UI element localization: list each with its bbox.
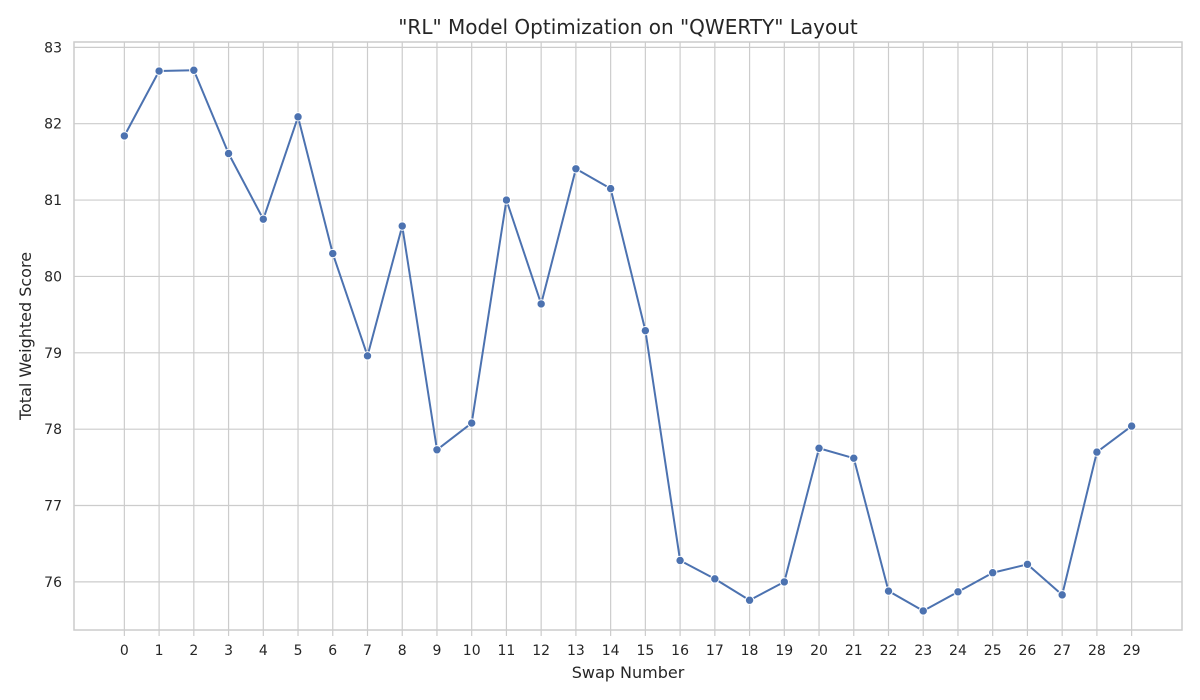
y-tick-label: 82 [44, 117, 62, 133]
x-tick-label: 5 [294, 643, 303, 659]
y-tick-label: 78 [44, 422, 62, 438]
data-point [571, 164, 581, 174]
y-grid [74, 46, 1182, 583]
data-point [849, 453, 859, 463]
data-point [1092, 447, 1102, 457]
data-point [918, 606, 928, 616]
x-tick-label: 11 [498, 643, 516, 659]
x-tick-label: 2 [189, 643, 198, 659]
x-tick-label: 13 [567, 643, 585, 659]
data-point [814, 443, 824, 453]
data-point [501, 195, 512, 205]
data-point [258, 214, 268, 224]
x-tick-label: 22 [880, 643, 898, 659]
y-tick-label: 79 [44, 346, 62, 362]
x-axis-ticks: 0 1 2 3 4 5 6 7 8 9 10 11 12 13 14 15 16 17 18 19 20 21 22 23 24… [120, 630, 1141, 659]
x-tick-label: 27 [1053, 643, 1071, 659]
x-tick-label: 14 [602, 643, 620, 659]
y-axis-ticks: 76 77 78 79 80 81 82 83 [44, 40, 62, 591]
data-point [432, 445, 442, 455]
data-point [328, 248, 338, 259]
y-tick-label: 80 [44, 269, 62, 285]
data-point [605, 183, 616, 194]
x-axis-label: Swap Number [572, 663, 685, 682]
data-point [953, 587, 963, 597]
x-tick-label: 15 [636, 643, 654, 659]
data-point [154, 66, 164, 76]
x-tick-label: 1 [155, 643, 164, 659]
data-point [744, 595, 755, 605]
data-point [119, 131, 130, 141]
y-tick-label: 77 [44, 499, 62, 515]
x-tick-label: 19 [775, 643, 793, 659]
x-grid [123, 42, 1133, 630]
x-tick-label: 6 [328, 643, 337, 659]
data-point [779, 577, 790, 587]
chart-title: "RL" Model Optimization on "QWERTY" Layo… [398, 15, 858, 39]
x-tick-label: 26 [1019, 643, 1037, 659]
data-point [293, 112, 303, 122]
x-tick-label: 18 [741, 643, 759, 659]
y-tick-label: 76 [44, 575, 62, 591]
x-tick-label: 25 [984, 643, 1002, 659]
x-tick-label: 29 [1123, 643, 1141, 659]
x-tick-label: 8 [398, 643, 407, 659]
plot-frame [73, 41, 1183, 631]
data-point [1126, 421, 1137, 431]
data-point [536, 299, 546, 309]
data-point [1057, 590, 1067, 600]
x-tick-label: 4 [259, 643, 268, 659]
data-point [397, 221, 407, 231]
series-layer [119, 65, 1137, 616]
data-point [640, 325, 651, 336]
data-point [675, 555, 685, 566]
x-tick-label: 20 [810, 643, 828, 659]
data-point [362, 351, 373, 361]
x-tick-label: 0 [120, 643, 129, 659]
x-tick-label: 9 [433, 643, 442, 659]
x-tick-label: 3 [224, 643, 233, 659]
data-point [223, 148, 234, 159]
y-tick-label: 83 [44, 40, 62, 56]
data-point [1022, 559, 1033, 570]
data-point [710, 574, 720, 584]
x-tick-label: 23 [914, 643, 932, 659]
x-tick-label: 10 [463, 643, 481, 659]
data-point [988, 568, 998, 578]
data-point [189, 65, 199, 75]
data-point [883, 586, 894, 596]
x-tick-label: 24 [949, 643, 967, 659]
x-tick-label: 7 [363, 643, 372, 659]
x-tick-label: 28 [1088, 643, 1106, 659]
x-tick-label: 12 [532, 643, 550, 659]
x-tick-label: 17 [706, 643, 724, 659]
y-tick-label: 81 [44, 193, 62, 209]
x-tick-label: 21 [845, 643, 863, 659]
series-line [123, 69, 1133, 612]
x-tick-label: 16 [671, 643, 689, 659]
data-point [466, 418, 477, 428]
y-axis-label: Total Weighted Score [16, 252, 35, 421]
